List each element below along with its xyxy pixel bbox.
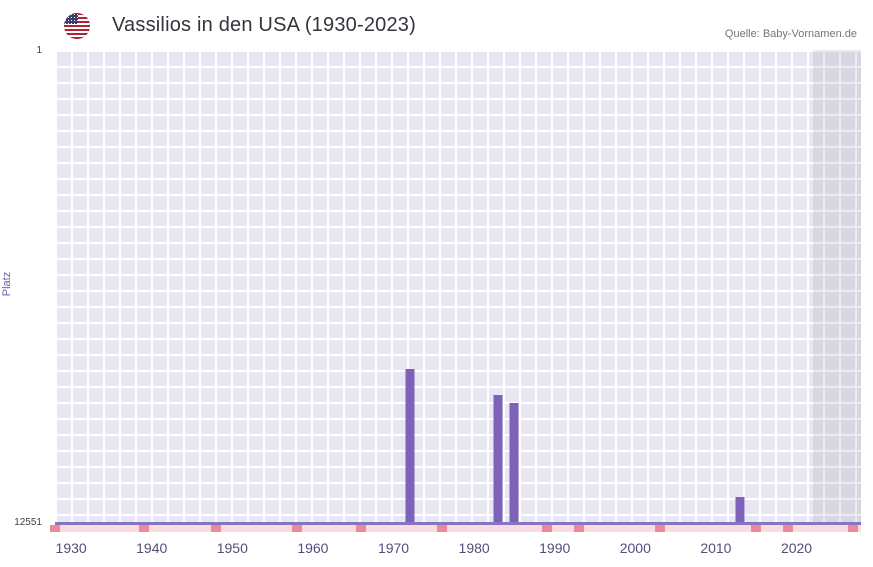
x-tick-1980: 1980 [458, 540, 490, 556]
baseline-marker-2019 [783, 525, 794, 532]
y-axis-label: Platz [1, 271, 13, 297]
x-tick-1950: 1950 [216, 540, 248, 556]
baseline-marker-1928 [50, 525, 60, 532]
rank-bar-1985[interactable] [509, 402, 519, 522]
x-tick-1970: 1970 [377, 540, 410, 556]
x-axis-ticks: 1930 1940 1950 1960 1970 1980 1990 2000 2010 2020 [55, 540, 861, 558]
baseline-marker-2027 [847, 525, 858, 532]
x-tick-1960: 1960 [297, 540, 329, 556]
y-tick-top: 1 [36, 45, 42, 56]
x-tick-2020: 2020 [780, 540, 813, 556]
baseline-marker-2003 [654, 525, 665, 532]
rank-bar-2013[interactable] [735, 497, 745, 522]
baseline-marker-2015 [751, 525, 762, 532]
chart-title: Vassilios in den USA (1930-2023) [112, 14, 416, 36]
recent-years-band [812, 50, 861, 522]
y-tick-bottom: 12551 [14, 517, 42, 528]
x-tick-1930: 1930 [55, 540, 87, 556]
baseline-marker-1966 [356, 525, 367, 532]
baseline-marker-1989 [541, 525, 552, 532]
baseline-marker-1976 [436, 525, 447, 532]
rank-bar-1983[interactable] [493, 394, 503, 522]
x-tick-1940: 1940 [136, 540, 168, 556]
x-tick-2000: 2000 [619, 540, 651, 556]
x-tick-1990: 1990 [539, 540, 571, 556]
baseline-strip [50, 525, 861, 532]
chart-header: Vassilios in den USA (1930-2023) Quelle:… [0, 0, 873, 46]
baseline-marker-1948 [211, 525, 222, 532]
us-flag-icon [64, 13, 90, 39]
source-credit: Quelle: Baby-Vornamen.de [724, 28, 857, 40]
plot-area [55, 50, 861, 525]
baseline-marker-1939 [138, 525, 149, 532]
x-tick-2010: 2010 [700, 540, 732, 556]
baseline-marker-1958 [291, 525, 302, 532]
rank-bar-1972[interactable] [405, 368, 415, 522]
baseline-marker-1993 [573, 525, 584, 532]
